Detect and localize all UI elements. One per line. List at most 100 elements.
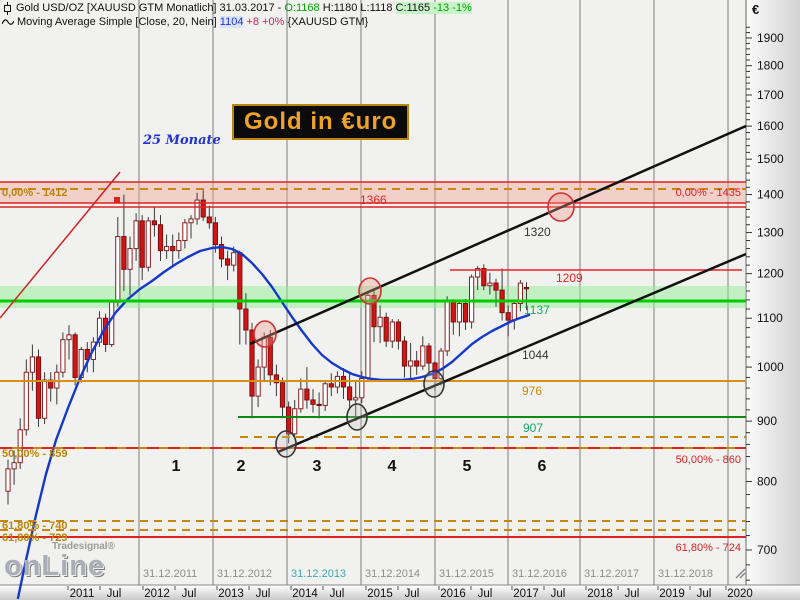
header-text-segment: L:1118 [360, 2, 396, 14]
upper-channel-line[interactable] [249, 124, 747, 346]
candle-body [353, 397, 359, 401]
chart-header: Gold USD/OZ [XAUUSD GTM Monatlich] 31.03… [2, 1, 472, 29]
candle-body [212, 222, 219, 246]
candle-body [164, 246, 170, 252]
price-axis-panel[interactable] [746, 0, 800, 585]
candle-body [23, 371, 29, 431]
candle-body [243, 308, 249, 331]
price-level-label: 1366 [360, 193, 387, 207]
candle-body [267, 336, 273, 376]
wave-number: 2 [237, 458, 246, 475]
fib-label-right: 50,00% - 860 [676, 454, 741, 466]
candle-body [414, 360, 420, 367]
resize-handle-icon[interactable] [735, 568, 746, 579]
header-text-segment: 1104 [219, 16, 244, 28]
wave-number: 5 [463, 458, 472, 475]
red-circle-marker[interactable] [253, 320, 277, 348]
price-axis-label: 700 [757, 543, 777, 557]
time-axis-label: 2019 [659, 588, 685, 600]
resistance-zone-band[interactable] [0, 182, 746, 203]
time-axis-label: Jul [478, 588, 493, 600]
candle-body [72, 334, 78, 378]
wave-number: 3 [313, 458, 322, 475]
candle-body [365, 294, 371, 380]
lower-channel-line[interactable] [277, 252, 747, 454]
candle-body [5, 468, 11, 492]
price-level-label: 1137 [524, 303, 550, 317]
header-text-segment: Moving Average Simple [Close, 20, Nein] [17, 16, 220, 28]
ma-period-note[interactable]: 25 Monate [143, 133, 221, 148]
dark-circle-marker[interactable] [423, 370, 445, 398]
resize-handle-icon[interactable] [739, 572, 746, 579]
candle-body [249, 329, 255, 397]
candle-body [206, 216, 212, 224]
candle-body [475, 268, 481, 278]
wave-number: 6 [538, 458, 547, 475]
indicator-info-line: Moving Average Simple [Close, 20, Nein] … [2, 15, 472, 29]
candle-body [11, 462, 17, 470]
candle-body [310, 399, 316, 405]
fib-label-left: 61,80% - 740 [2, 520, 67, 532]
candle-body [109, 301, 115, 346]
candle-body [383, 316, 389, 342]
old-resistance-line[interactable] [0, 171, 121, 319]
drawing-handle[interactable] [114, 197, 120, 203]
candle-body [347, 386, 353, 401]
candle-body [481, 268, 487, 287]
time-axis-label: 2018 [587, 588, 613, 600]
candle-body [377, 316, 383, 328]
candle-body [316, 403, 322, 407]
gridline-date-label: 31.12.2016 [512, 568, 567, 580]
candle-body [273, 374, 279, 384]
candle-body [517, 282, 523, 305]
time-axis-label: Jul [330, 588, 345, 600]
candle-body [450, 300, 456, 323]
candle-body [408, 360, 414, 367]
dark-circle-marker[interactable] [275, 430, 297, 458]
candle-body [292, 408, 298, 435]
dark-circle-marker[interactable] [346, 403, 368, 431]
price-axis-label: 1500 [757, 152, 784, 166]
candle-body [395, 321, 401, 342]
header-text-segment: H:1180 [322, 2, 361, 14]
candle-body [188, 218, 194, 224]
candle-body [127, 248, 133, 270]
candle-body [286, 406, 292, 435]
candle-body [121, 236, 127, 270]
candle-body [170, 246, 176, 252]
candle-body [444, 300, 450, 352]
candle-body [298, 388, 304, 410]
time-axis-label: Jul [405, 588, 420, 600]
red-circle-marker[interactable] [358, 277, 382, 305]
time-axis-label: Jul [697, 588, 712, 600]
candle-body [218, 244, 225, 260]
time-axis-panel[interactable] [0, 585, 800, 600]
candle-body [17, 429, 23, 464]
header-text-segment: Gold USD/OZ [XAUUSD GTM Monatlich] 31.03… [16, 2, 285, 14]
time-axis-label: Jul [625, 588, 640, 600]
red-circle-marker[interactable] [547, 192, 575, 222]
fib-label-right: 61,80% - 724 [676, 542, 741, 554]
candle-body [371, 294, 377, 328]
gridline-date-label: 31.12.2011 [143, 568, 197, 580]
price-axis-label: 800 [757, 475, 777, 489]
time-axis-label: 2011 [70, 588, 95, 600]
indicator-wave-icon [2, 18, 14, 25]
gridline-date-label: 31.12.2014 [365, 568, 420, 580]
time-axis-label: Jul [256, 588, 271, 600]
symbol-info-text: Gold USD/OZ [XAUUSD GTM Monatlich] 31.03… [16, 1, 472, 15]
price-axis-label: 1200 [757, 267, 784, 281]
candle-body [139, 220, 145, 268]
time-axis-label: 2017 [513, 588, 539, 600]
candle-body [487, 282, 493, 287]
candle-body [29, 356, 35, 373]
candle-body [505, 312, 511, 321]
time-axis-label: Jul [551, 588, 566, 600]
candle-body [328, 383, 334, 388]
chart-title-annotation[interactable]: Gold in €uro [232, 104, 410, 140]
candle-body [157, 224, 164, 252]
time-axis-label: 2014 [292, 588, 318, 600]
symbol-info-line: Gold USD/OZ [XAUUSD GTM Monatlich] 31.03… [2, 1, 472, 15]
